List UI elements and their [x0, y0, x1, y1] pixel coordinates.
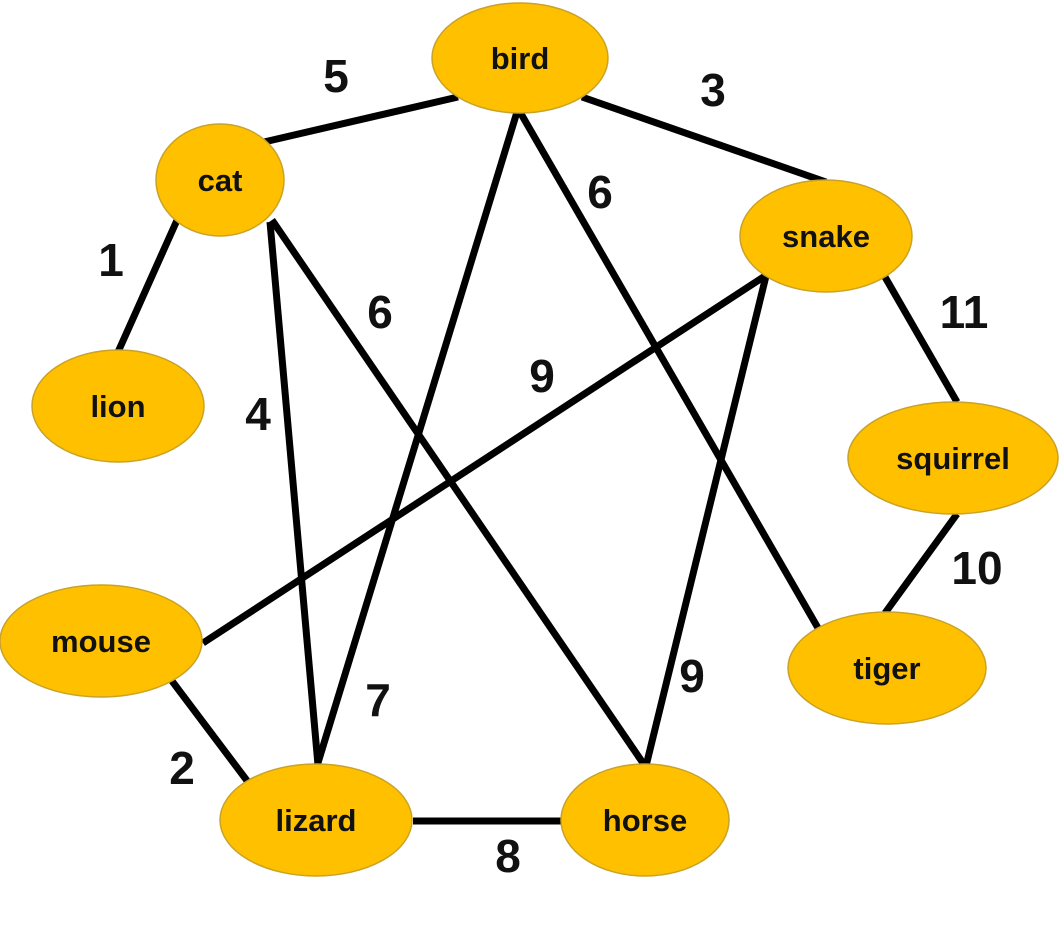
- edge-cat-horse: [269, 218, 648, 768]
- edge-weight-lizard-horse: 8: [495, 830, 521, 882]
- edge-cat-lizard: [266, 221, 322, 766]
- node-mouse: mouse: [0, 584, 203, 698]
- edge-weight-cat-horse: 6: [367, 286, 393, 338]
- node-lion: lion: [31, 349, 205, 463]
- weights-layer: 5 3 6 7 1 4 6 9 9 11 10 2 8: [98, 50, 1002, 882]
- edge-weight-cat-lizard: 4: [245, 388, 271, 440]
- edge-weight-snake-horse: 9: [679, 650, 705, 702]
- node-ellipse-squirrel: [847, 401, 1059, 515]
- node-ellipse-mouse: [0, 584, 203, 698]
- node-label-tiger: tiger: [853, 651, 920, 686]
- edge-mouse-lizard: [169, 678, 251, 785]
- edge-weight-snake-squirrel: 11: [940, 286, 989, 338]
- edge-snake-mouse: [201, 273, 767, 646]
- node-squirrel: squirrel: [847, 401, 1059, 515]
- edge-weight-cat-bird: 5: [323, 50, 349, 102]
- edge-weight-squirrel-tiger: 10: [951, 542, 1002, 594]
- edge-weight-bird-snake: 3: [700, 64, 726, 116]
- node-ellipse-cat: [155, 123, 285, 237]
- node-label-lion: lion: [90, 389, 145, 424]
- edge-snake-squirrel: [881, 275, 961, 404]
- node-ellipse-lion: [31, 349, 205, 463]
- edge-snake-horse: [642, 275, 770, 767]
- node-ellipse-tiger: [787, 611, 987, 725]
- node-label-snake: snake: [782, 219, 870, 254]
- edge-bird-lizard: [313, 110, 521, 768]
- node-bird: bird: [431, 2, 609, 114]
- node-label-cat: cat: [198, 163, 243, 198]
- nodes-layer: bird cat snake lion squirrel mouse tiger lizard…: [0, 2, 1059, 877]
- edge-cat-lion: [114, 216, 182, 354]
- node-ellipse-horse: [560, 763, 730, 877]
- edge-weight-mouse-lizard: 2: [169, 742, 195, 794]
- node-label-mouse: mouse: [51, 624, 151, 659]
- node-label-lizard: lizard: [276, 803, 357, 838]
- edge-bird-snake: [580, 93, 828, 186]
- edge-bird-tiger: [516, 110, 822, 630]
- edge-weight-cat-lion: 1: [98, 234, 124, 286]
- node-snake: snake: [739, 179, 913, 293]
- edge-weight-bird-tiger: 6: [587, 166, 613, 218]
- node-label-squirrel: squirrel: [896, 441, 1010, 476]
- edges-layer: [114, 93, 961, 825]
- node-ellipse-snake: [739, 179, 913, 293]
- node-cat: cat: [155, 123, 285, 237]
- node-label-bird: bird: [491, 41, 550, 76]
- node-horse: horse: [560, 763, 730, 877]
- node-lizard: lizard: [219, 763, 413, 877]
- node-label-horse: horse: [603, 803, 687, 838]
- edge-cat-bird: [263, 93, 459, 146]
- edge-weight-snake-mouse: 9: [529, 350, 555, 402]
- edge-weight-bird-lizard: 7: [365, 674, 391, 726]
- node-ellipse-bird: [431, 2, 609, 114]
- node-tiger: tiger: [787, 611, 987, 725]
- node-ellipse-lizard: [219, 763, 413, 877]
- edge-squirrel-tiger: [882, 511, 960, 616]
